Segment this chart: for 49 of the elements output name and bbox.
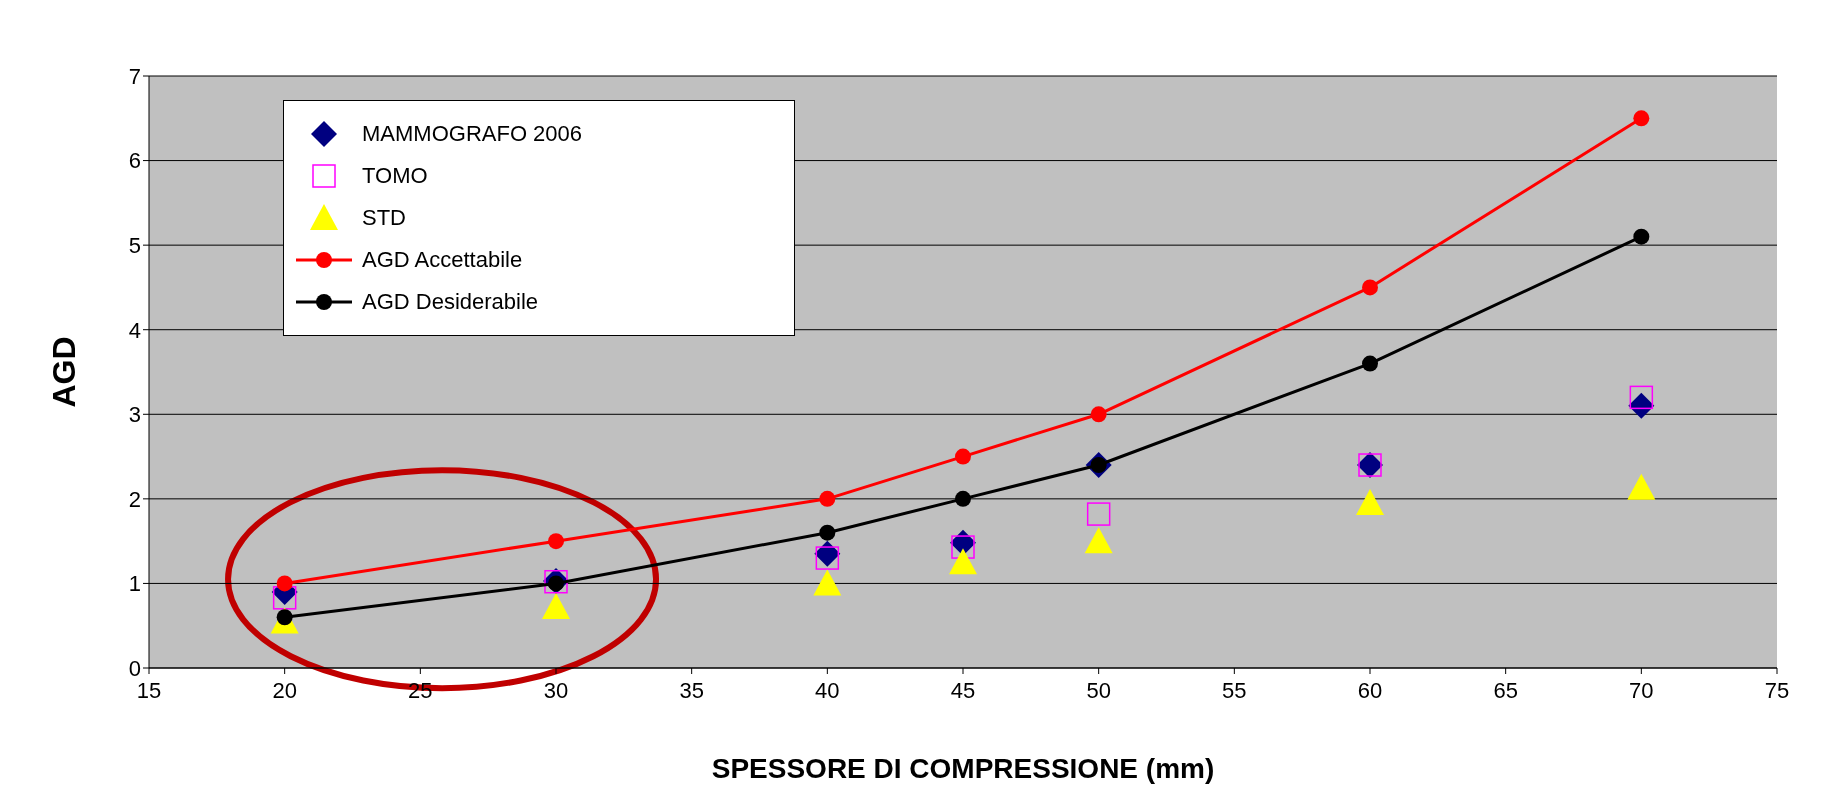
point xyxy=(1627,473,1656,500)
point xyxy=(1633,228,1650,245)
point xyxy=(1086,502,1111,526)
y-tick-label: 6 xyxy=(128,148,141,174)
point xyxy=(955,490,971,507)
y-tick-label: 2 xyxy=(128,486,141,512)
x-tick-label: 65 xyxy=(1493,677,1518,703)
point xyxy=(949,548,977,575)
point xyxy=(272,586,297,610)
point xyxy=(542,593,570,620)
x-tick-label: 55 xyxy=(1222,677,1247,703)
y-axis-title: AGD xyxy=(46,336,83,408)
point xyxy=(814,540,841,567)
x-tick-label: 70 xyxy=(1629,677,1654,703)
y-tick-label: 4 xyxy=(128,317,141,343)
x-tick-label: 60 xyxy=(1357,677,1383,703)
point xyxy=(276,575,293,592)
x-tick-label: 40 xyxy=(815,677,840,703)
legend-label: TOMO xyxy=(362,163,428,189)
x-tick-label: 75 xyxy=(1764,677,1790,703)
x-tick-label: 45 xyxy=(950,677,976,703)
point xyxy=(1090,406,1107,423)
point xyxy=(819,524,836,541)
legend-label: AGD Desiderabile xyxy=(362,289,539,315)
point xyxy=(1633,110,1650,127)
legend-label: MAMMOGRAFO 2006 xyxy=(362,121,583,147)
point xyxy=(1629,385,1654,410)
y-tick-label: 3 xyxy=(128,402,141,428)
point xyxy=(1362,355,1378,372)
point xyxy=(548,533,564,550)
point xyxy=(1356,489,1384,516)
point xyxy=(951,535,975,559)
x-tick-label: 20 xyxy=(272,677,297,703)
point xyxy=(955,448,971,465)
point xyxy=(813,569,842,596)
point xyxy=(1084,527,1113,554)
x-axis-title: SPESSORE DI COMPRESSIONE (mm) xyxy=(711,753,1215,784)
point xyxy=(819,490,836,507)
legend-label: AGD Accettabile xyxy=(362,247,523,273)
x-tick-label: 50 xyxy=(1086,677,1111,703)
y-tick-label: 1 xyxy=(128,571,141,597)
y-tick-label: 5 xyxy=(128,232,141,258)
legend-label: STD xyxy=(362,205,406,231)
point xyxy=(815,546,840,570)
y-tick-label: 7 xyxy=(128,63,141,89)
x-tick-label: 35 xyxy=(679,677,704,703)
x-tick-label: 30 xyxy=(543,677,569,703)
point xyxy=(1628,392,1655,419)
point xyxy=(1362,279,1378,296)
